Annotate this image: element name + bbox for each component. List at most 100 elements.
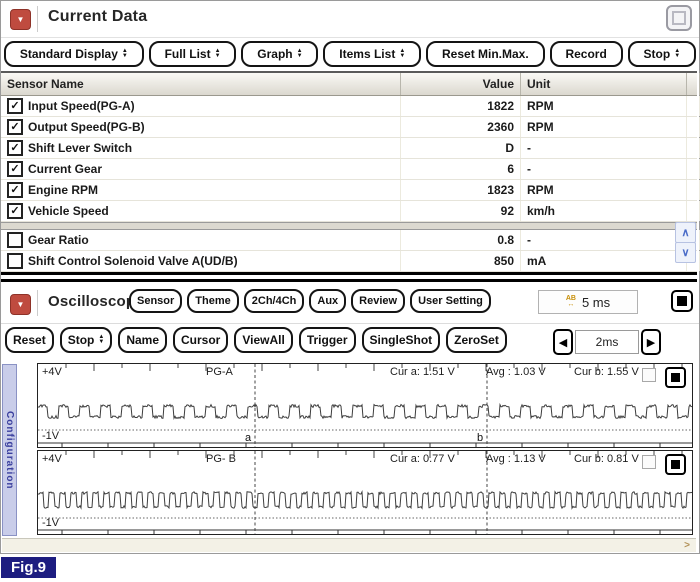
- sensor-unit: RPM: [521, 96, 687, 116]
- spinner-icon: ▲ ▼: [121, 48, 128, 59]
- check-icon: ✓: [10, 120, 20, 133]
- col-sensor-name[interactable]: Sensor Name: [1, 73, 401, 95]
- check-icon: ✓: [10, 204, 20, 217]
- channel-a-checkbox[interactable]: [642, 368, 656, 382]
- scrollbar-right-arrow[interactable]: >: [684, 540, 690, 551]
- panel-dropdown-icon[interactable]: ▼: [10, 9, 31, 30]
- channel-b-enable-button[interactable]: [665, 454, 686, 475]
- panel-divider: [1, 272, 697, 282]
- configuration-side-tab[interactable]: Configuration: [2, 364, 17, 536]
- cursor-button[interactable]: Cursor: [173, 327, 229, 353]
- sensor-name: Vehicle Speed: [28, 204, 109, 218]
- channel-b-waveform: [38, 451, 692, 534]
- channel-b-name: PG- B: [206, 453, 236, 465]
- channel-square-icon: [671, 460, 680, 469]
- channel-a-average-value: Avg : 1.03 V: [486, 366, 546, 378]
- table-scroll-down-button[interactable]: ∨: [675, 242, 696, 263]
- channel-mode-button[interactable]: 2Ch/4Ch: [243, 289, 305, 313]
- spinner-icon: ▲ ▼: [214, 48, 221, 59]
- reset-minmax-button[interactable]: Reset Min.Max.: [426, 41, 545, 67]
- sensor-checkbox[interactable]: ✓: [7, 140, 23, 156]
- button-label: Full List: [164, 47, 211, 61]
- button-label: Standard Display: [19, 47, 118, 61]
- review-button[interactable]: Review: [351, 289, 406, 313]
- name-button[interactable]: Name: [118, 327, 167, 353]
- stop-button[interactable]: Stop ▲ ▼: [627, 41, 697, 67]
- oscilloscope-toolbar-2: Reset Stop ▲ ▼ Name Cursor ViewAll Trigger…: [5, 327, 507, 353]
- timebase-decrease-button[interactable]: ◀: [553, 329, 573, 355]
- sensor-unit: mA: [521, 251, 687, 271]
- panel-dropdown-icon[interactable]: ▼: [10, 294, 31, 315]
- scope-channel-b[interactable]: +4V PG- B Cur a: 0.77 V Avg : 1.13 V Cur…: [37, 450, 693, 535]
- scope-stop-button[interactable]: [671, 290, 693, 312]
- sensor-checkbox[interactable]: [7, 253, 23, 269]
- sensor-unit: -: [521, 138, 687, 158]
- sensor-name: Shift Control Solenoid Valve A(UD/B): [28, 254, 238, 268]
- sensor-unit: RPM: [521, 117, 687, 137]
- table-row[interactable]: ✓ Vehicle Speed 92 km/h: [1, 201, 700, 222]
- col-value[interactable]: Value: [401, 73, 521, 95]
- table-row[interactable]: ✓ Engine RPM 1823 RPM: [1, 180, 700, 201]
- record-button[interactable]: Record: [549, 41, 623, 67]
- sample-time-display[interactable]: AB ↔ 5 ms: [538, 290, 638, 314]
- check-icon: ✓: [10, 141, 20, 154]
- sensor-value: 6: [401, 159, 521, 179]
- chevron-down-icon: ∨: [681, 247, 690, 259]
- table-row[interactable]: ✓ Shift Lever Switch D -: [1, 138, 700, 159]
- sensor-checkbox[interactable]: [7, 232, 23, 248]
- sensor-button[interactable]: Sensor: [129, 289, 183, 313]
- sensor-unit: -: [521, 230, 687, 250]
- table-row[interactable]: ✓ Current Gear 6 -: [1, 159, 700, 180]
- ab-measure-icon: AB ↔: [565, 295, 576, 308]
- sensor-checkbox[interactable]: ✓: [7, 161, 23, 177]
- trigger-button[interactable]: Trigger: [298, 327, 356, 353]
- table-row[interactable]: ✓ Output Speed(PG-B) 2360 RPM: [1, 117, 700, 138]
- oscilloscope-toolbar-1: Sensor Theme 2Ch/4Ch Aux Review User Set…: [129, 289, 491, 313]
- sensor-checkbox[interactable]: ✓: [7, 203, 23, 219]
- sensor-value: 2360: [401, 117, 521, 137]
- theme-button[interactable]: Theme: [187, 289, 239, 313]
- spinner-icon: ▲ ▼: [296, 48, 303, 59]
- current-data-toolbar: Standard Display ▲ ▼ Full List ▲ ▼ Graph ▲ ▼ I…: [4, 39, 697, 69]
- standard-display-button[interactable]: Standard Display ▲ ▼: [4, 41, 144, 67]
- graph-button[interactable]: Graph ▲ ▼: [241, 41, 319, 67]
- viewall-button[interactable]: ViewAll: [234, 327, 293, 353]
- oscilloscope-header: ▼ Oscilloscope Sensor Theme 2Ch/4Ch Aux …: [1, 285, 699, 324]
- items-list-button[interactable]: Items List ▲ ▼: [323, 41, 422, 67]
- sample-time-value: 5 ms: [581, 294, 611, 310]
- check-icon: ✓: [10, 99, 20, 112]
- singleshot-button[interactable]: SingleShot: [361, 327, 441, 353]
- timebase-increase-button[interactable]: ▶: [641, 329, 661, 355]
- table-scroll-up-button[interactable]: ∧: [675, 222, 696, 243]
- zeroset-button[interactable]: ZeroSet: [446, 327, 507, 353]
- button-label: Stop: [67, 333, 95, 347]
- oscilloscope-title: Oscilloscope: [48, 293, 144, 310]
- sensor-checkbox[interactable]: ✓: [7, 98, 23, 114]
- sensor-value: 1822: [401, 96, 521, 116]
- channel-a-enable-button[interactable]: [665, 367, 686, 388]
- channel-b-checkbox[interactable]: [642, 455, 656, 469]
- horizontal-scrollbar[interactable]: >: [2, 538, 696, 552]
- timebase-display[interactable]: 2ms: [575, 330, 639, 354]
- reset-button[interactable]: Reset: [5, 327, 54, 353]
- table-row[interactable]: ✓ Input Speed(PG-A) 1822 RPM: [1, 96, 700, 117]
- aux-button[interactable]: Aux: [309, 289, 347, 313]
- window-restore-button[interactable]: [666, 5, 692, 31]
- col-unit[interactable]: Unit: [521, 73, 687, 95]
- user-setting-button[interactable]: User Setting: [410, 289, 491, 313]
- sensor-unit: km/h: [521, 201, 687, 221]
- sensor-checkbox[interactable]: ✓: [7, 182, 23, 198]
- sensor-checkbox[interactable]: ✓: [7, 119, 23, 135]
- table-row[interactable]: Gear Ratio 0.8 -: [1, 230, 700, 251]
- scope-stop-dropdown-button[interactable]: Stop ▲ ▼: [59, 327, 113, 353]
- channel-a-vmin-label: -1V: [42, 430, 60, 442]
- sensor-unit: RPM: [521, 180, 687, 200]
- dropdown-arrow-icon: ▼: [16, 14, 25, 24]
- channel-a-cursor-b-value: Cur b: 1.55 V: [574, 366, 639, 378]
- full-list-button[interactable]: Full List ▲ ▼: [148, 41, 237, 67]
- table-row[interactable]: Shift Control Solenoid Valve A(UD/B) 850…: [1, 251, 700, 272]
- channel-a-name: PG-A: [206, 366, 233, 378]
